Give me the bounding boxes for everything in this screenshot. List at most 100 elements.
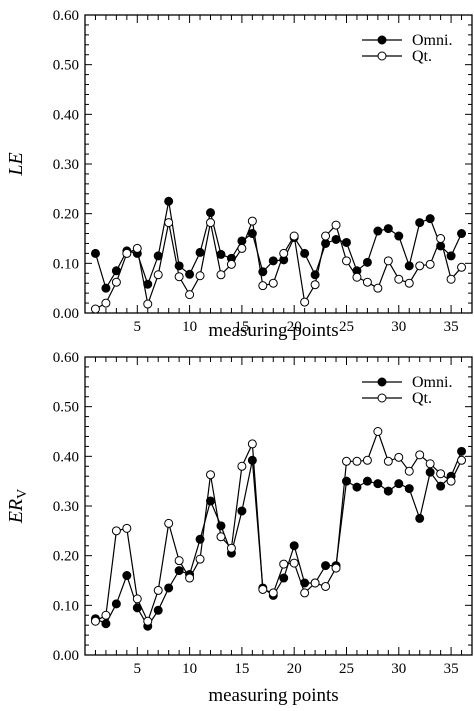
legend-label: Qt. (412, 390, 432, 407)
data-point-omni (258, 267, 268, 277)
data-point-omni (446, 251, 456, 261)
data-point-qt (331, 220, 341, 230)
data-point-omni (373, 226, 383, 236)
data-point-qt (195, 554, 205, 564)
x-tick-label: 30 (391, 319, 406, 335)
data-point-qt (373, 283, 383, 293)
data-point-omni (457, 229, 467, 239)
data-point-qt (90, 616, 100, 626)
data-point-qt (216, 270, 226, 280)
data-point-qt (101, 610, 111, 620)
data-point-qt (457, 262, 467, 272)
data-point-qt (321, 581, 331, 591)
data-point-omni (300, 578, 310, 588)
y-tick-label: 0.50 (53, 400, 79, 416)
data-point-qt (383, 456, 393, 466)
data-point-qt (206, 470, 216, 480)
legend-marker (377, 35, 387, 45)
data-point-omni (321, 561, 331, 571)
data-point-qt (132, 594, 142, 604)
y-tick-label: 0.30 (53, 157, 79, 173)
data-point-omni (174, 566, 184, 576)
data-point-qt (132, 243, 142, 253)
data-point-qt (153, 270, 163, 280)
data-point-omni (394, 231, 404, 241)
data-point-qt (352, 456, 362, 466)
data-point-omni (404, 261, 414, 271)
data-point-qt (310, 578, 320, 588)
data-point-omni (247, 455, 257, 465)
data-point-qt (383, 256, 393, 266)
data-point-omni (383, 486, 393, 496)
data-point-qt (321, 231, 331, 241)
x-axis-label: measuring points (208, 320, 338, 341)
data-point-omni (415, 218, 425, 228)
data-point-qt (404, 466, 414, 476)
data-point-omni (310, 270, 320, 280)
data-point-qt (300, 588, 310, 598)
x-tick-label: 35 (444, 319, 459, 335)
data-point-qt (362, 455, 372, 465)
y-tick-label: 0.10 (53, 256, 79, 272)
data-point-omni (404, 484, 414, 494)
data-point-qt (373, 427, 383, 436)
data-point-qt (331, 563, 341, 573)
data-point-omni (457, 446, 467, 456)
data-point-qt (164, 218, 174, 228)
legend-label: Omni. (412, 374, 452, 391)
x-tick-label: 35 (444, 661, 459, 677)
y-tick-label: 0.10 (53, 598, 79, 614)
y-tick-label: 0.00 (53, 306, 79, 322)
data-point-omni (111, 599, 121, 609)
data-point-qt (436, 234, 446, 243)
y-tick-label: 0.00 (53, 648, 79, 664)
data-point-qt (341, 256, 351, 266)
data-point-omni (195, 247, 205, 257)
y-axis-label: LE (5, 152, 27, 176)
data-point-qt (279, 559, 289, 569)
x-tick-label: 15 (234, 661, 249, 677)
data-point-qt (394, 274, 404, 284)
data-point-qt (352, 272, 362, 282)
data-point-omni (331, 234, 341, 244)
legend-label: Qt. (412, 48, 432, 65)
y-tick-label: 0.40 (53, 107, 79, 123)
data-point-omni (164, 583, 174, 593)
y-tick-label: 0.40 (53, 449, 79, 465)
data-point-qt (174, 272, 184, 282)
data-point-qt (425, 459, 435, 469)
data-point-qt (206, 218, 216, 228)
data-point-qt (185, 290, 195, 300)
data-point-omni (289, 541, 299, 551)
data-point-omni (164, 196, 174, 206)
data-point-qt (457, 455, 467, 465)
x-tick-label: 10 (182, 661, 197, 677)
x-tick-label: 5 (134, 661, 142, 677)
x-tick-label: 20 (287, 319, 302, 335)
y-axis-label-subscript: V (15, 489, 30, 499)
x-tick-label: 25 (339, 319, 354, 335)
data-point-omni (341, 476, 351, 486)
data-point-qt (90, 304, 100, 314)
data-point-qt (153, 585, 163, 595)
y-tick-label: 0.60 (53, 8, 79, 24)
data-point-omni (153, 605, 163, 615)
data-point-omni (425, 214, 435, 224)
data-point-omni (425, 467, 435, 477)
data-point-qt (195, 271, 205, 281)
data-point-omni (206, 208, 216, 218)
data-point-qt (404, 278, 414, 288)
data-point-qt (394, 452, 404, 462)
data-point-omni (352, 482, 362, 492)
data-point-qt (415, 450, 425, 460)
data-point-qt (237, 243, 247, 253)
data-point-qt (111, 526, 121, 536)
data-point-omni (268, 256, 278, 266)
x-tick-label: 5 (134, 319, 142, 335)
data-point-omni (101, 283, 111, 293)
y-tick-label: 0.20 (53, 207, 79, 223)
data-point-qt (258, 281, 268, 291)
data-point-qt (247, 216, 257, 226)
y-tick-label: 0.20 (53, 549, 79, 565)
x-tick-label: 20 (287, 661, 302, 677)
